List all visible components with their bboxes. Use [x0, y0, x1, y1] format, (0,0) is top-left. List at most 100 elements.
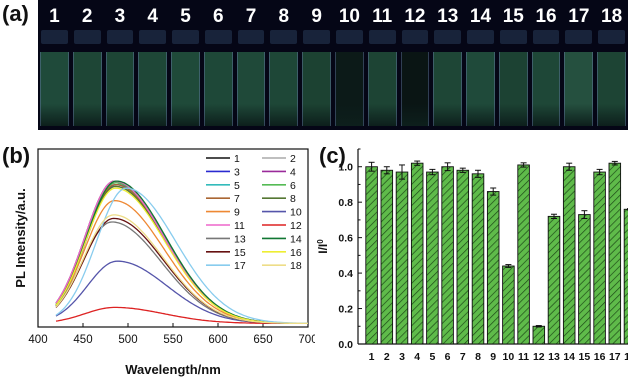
x-tick-label-3: 3	[399, 351, 405, 363]
vial-neck	[499, 30, 527, 44]
y-tick-label: 0.4	[338, 268, 353, 280]
series-line-4	[55, 182, 308, 325]
vial-neck	[434, 30, 462, 44]
bar-7	[456, 169, 470, 345]
vial-number: 14	[469, 6, 492, 27]
y-axis-label-base: I/I	[316, 244, 330, 254]
vial-5: 5	[169, 0, 202, 130]
y-axis-label: PL Intensity/a.u.	[13, 188, 28, 287]
x-tick-label-7: 7	[460, 351, 466, 363]
vial-number: 12	[404, 6, 426, 27]
legend-label-4: 4	[290, 166, 296, 178]
y-tick-label: 0.2	[338, 304, 353, 316]
vial-solution	[564, 52, 594, 126]
vial-solution	[203, 52, 233, 126]
y-tick-label: 1.0	[338, 162, 353, 174]
vial-12: 12	[399, 0, 432, 130]
legend-label-7: 7	[234, 193, 240, 205]
bar-12	[532, 325, 546, 345]
bar-17	[608, 162, 622, 345]
vial-solution	[302, 52, 331, 126]
x-tick-label-2: 2	[384, 351, 390, 363]
vial-number: 9	[311, 6, 322, 27]
x-tick-label-13: 13	[548, 351, 560, 363]
series-line-18	[55, 214, 308, 325]
vial-number: 3	[114, 6, 126, 27]
vial-number: 18	[601, 6, 623, 27]
bar-11	[517, 164, 530, 345]
series-line-7	[55, 183, 308, 325]
bar-6	[441, 166, 454, 345]
vial-neck	[139, 30, 167, 44]
pl-spectra-chart: 400 450 500 550 600 650 700 Wavelength/nm PL Int…	[13, 148, 315, 377]
x-tick-label: 650	[253, 334, 272, 346]
bar-13	[547, 215, 561, 345]
vial-neck	[467, 30, 494, 44]
vial-6: 6	[202, 0, 235, 130]
vial-8: 8	[267, 0, 300, 130]
y-axis-label-superscript: 0	[316, 239, 325, 244]
legend-label-11: 11	[234, 220, 245, 232]
vial-neck	[401, 30, 429, 44]
vial-15: 15	[497, 0, 530, 130]
x-tick-label-9: 9	[490, 351, 496, 363]
legend-label-16: 16	[290, 247, 302, 259]
vial-17: 17	[562, 0, 595, 130]
vial-number: 13	[437, 6, 459, 27]
x-tick-label-15: 15	[579, 351, 591, 363]
vial-neck	[368, 30, 396, 44]
vial-9: 9	[300, 0, 333, 130]
vial-solution	[367, 52, 397, 126]
vial-neck	[270, 30, 298, 44]
x-axis-label: Wavelength/nm	[125, 362, 221, 377]
vial-10: 10	[333, 0, 366, 130]
x-tick-label: 450	[73, 334, 92, 346]
vial-14: 14	[464, 0, 497, 130]
vial-neck	[237, 30, 265, 44]
vial-number: 6	[212, 6, 224, 27]
series-line-17	[55, 187, 308, 324]
x-tick-label-17: 17	[609, 351, 621, 363]
bar-14	[562, 166, 576, 345]
vial-2: 2	[71, 0, 104, 130]
bar-15	[578, 214, 591, 345]
legend-label-14: 14	[290, 233, 302, 245]
vial-number: 1	[49, 6, 60, 27]
vial-solution	[236, 52, 266, 126]
bar-1	[365, 166, 378, 345]
series-line-10	[55, 260, 308, 325]
vial-solution	[433, 52, 463, 126]
legend-label-8: 8	[290, 193, 296, 205]
vial-solution	[171, 52, 200, 126]
vial-neck	[41, 30, 68, 44]
relative-intensity-bar-chart: 0.00.20.40.60.81.0I/I01 2 3 4 5 6 7 8 9 10 11 12 13 1…	[316, 148, 628, 363]
series-line-8	[55, 185, 308, 325]
panel-label-c: (c)	[319, 143, 346, 168]
vial-11: 11	[366, 0, 399, 130]
y-tick-label: 0.6	[338, 233, 353, 245]
series-line-16	[55, 187, 308, 325]
vial-number: 10	[338, 6, 360, 27]
series-line-5	[55, 183, 308, 325]
legend-label-17: 17	[234, 260, 246, 272]
vial-number: 16	[535, 6, 557, 27]
legend-label-15: 15	[234, 247, 246, 259]
x-tick-label-4: 4	[414, 351, 420, 363]
legend-label-18: 18	[290, 260, 302, 272]
series-line-6	[55, 182, 308, 325]
x-tick-label: 550	[163, 334, 182, 346]
legend-label-9: 9	[234, 207, 240, 219]
legend-label-2: 2	[290, 153, 296, 165]
vial-solution	[269, 52, 299, 126]
vial-number: 5	[180, 6, 191, 27]
vial-number: 7	[245, 6, 257, 27]
legend-label-3: 3	[234, 166, 240, 178]
bar-8	[471, 173, 485, 345]
vial-13: 13	[431, 0, 464, 130]
x-tick-label-8: 8	[475, 351, 481, 363]
panel-label-b: (b)	[2, 143, 31, 168]
bar-10	[502, 265, 515, 345]
x-tick-label: 700	[298, 334, 315, 346]
x-tick-label-18: 18	[624, 351, 628, 363]
legend-label-1: 1	[234, 153, 240, 165]
